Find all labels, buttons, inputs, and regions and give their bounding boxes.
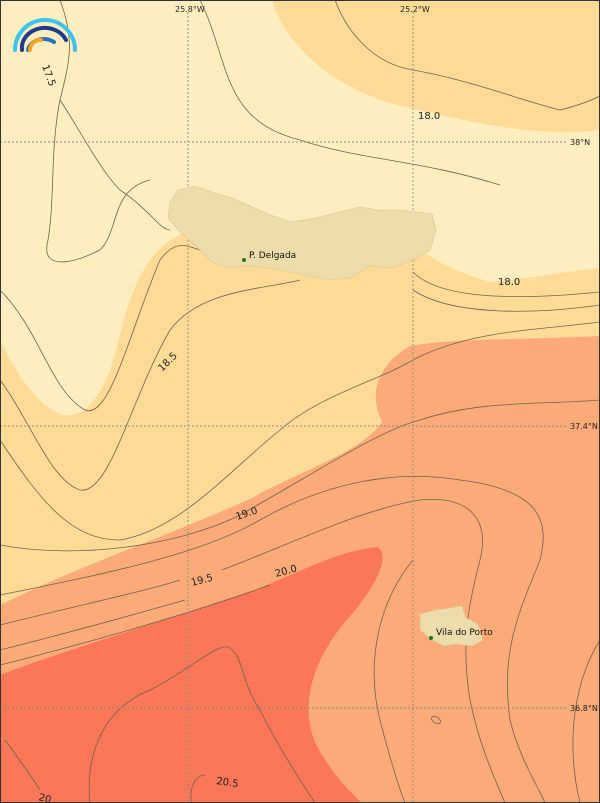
contour-label: 20.5 [216,776,240,790]
contour-line [0,321,600,541]
contour-line [0,498,506,803]
contour-line [59,99,171,231]
lat-label: 36.8°N [570,704,598,713]
contour-label: 18.0 [418,111,440,122]
rainbow-arcs-logo [13,18,77,52]
contour-line [334,0,600,111]
band-17-5-18 [0,0,600,416]
contour-line [46,0,151,263]
place-marker-p-delgada [242,258,246,262]
contour-line [0,279,301,491]
contour-line [88,646,316,803]
contour-line [0,584,271,666]
island-sao-miguel [167,185,437,281]
contour-label: 18.0 [498,277,520,288]
lat-label: 37.4°N [570,422,598,431]
contour-line [412,271,600,297]
place-label-p-delgada: P. Delgada [249,251,296,261]
contour-line [4,739,41,791]
lon-label: 25.8°W [175,5,205,14]
contour-line [199,0,501,186]
graticule [0,12,568,803]
contour-line [0,399,600,552]
place-label-vila-do-porto: Vila do Porto [436,628,493,638]
contour-line [0,245,201,412]
place-marker-vila-do-porto [429,636,433,640]
contour-line [412,289,600,312]
contour-line [373,559,414,803]
contour-line [572,639,600,803]
contour-line [431,715,441,725]
lat-label: 38°N [570,138,590,147]
contour-line [190,774,206,803]
lon-label: 25.2°W [400,5,430,14]
contour-line [0,476,546,803]
contour-label: 20. [37,792,55,803]
island-santa-maria [419,605,484,647]
band-20-21 [0,547,383,803]
contour-line [0,599,186,651]
